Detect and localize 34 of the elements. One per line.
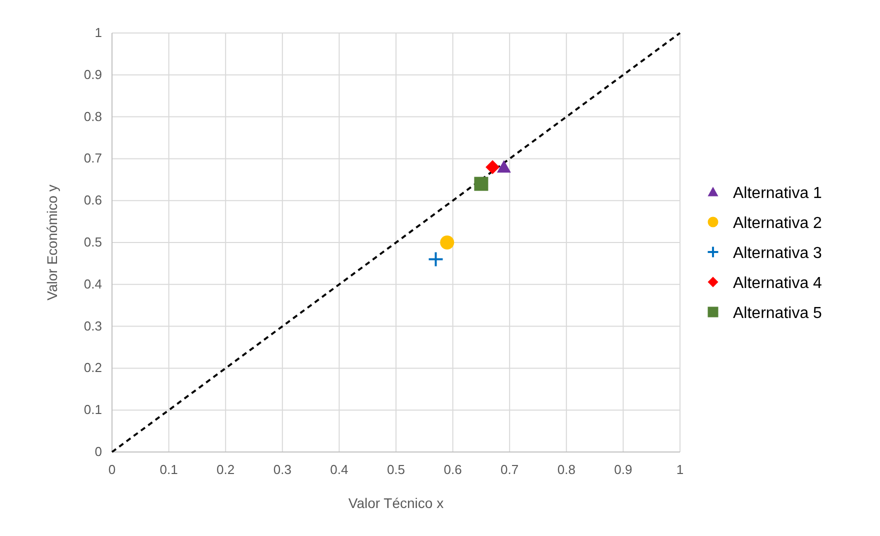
y-tick-label: 0.8 [84, 108, 102, 124]
x-tick-label: 0.9 [614, 462, 632, 477]
point [428, 251, 444, 268]
legend-label: Alternativa 4 [733, 275, 822, 292]
x-tick-label: 0.4 [330, 462, 348, 477]
point [474, 176, 488, 191]
x-tick-label: 1 [676, 462, 684, 477]
y-tick-label: 0 [94, 444, 102, 459]
x-tick-label: 0.7 [500, 462, 519, 477]
x-tick-label: 0.3 [273, 462, 292, 477]
x-tick-label: 0.2 [216, 462, 235, 477]
point [486, 160, 500, 174]
x-tick-label: 0.6 [444, 462, 462, 477]
x-tick-label: 0.1 [160, 462, 178, 477]
point [440, 236, 454, 250]
y-axis-title: Valor Económico y [44, 184, 60, 300]
y-tick-label: 1 [94, 25, 102, 40]
y-tick-label: 0.5 [84, 234, 102, 250]
y-tick-label: 0.4 [84, 276, 102, 292]
x-axis-title: Valor Técnico x [348, 495, 444, 511]
x-tick-label: 0.5 [386, 462, 406, 477]
y-tick-label: 0.7 [84, 150, 102, 166]
y-tick-label: 0.6 [84, 192, 102, 208]
point [496, 160, 511, 173]
legend-label: Alternativa 3 [733, 245, 822, 262]
y-tick-label: 0.2 [84, 360, 102, 376]
y-tick-label: 0.9 [84, 66, 102, 82]
x-tick-label: 0.8 [557, 462, 576, 477]
y-tick-label: 0.3 [84, 318, 102, 334]
legend-label: Alternativa 2 [733, 215, 822, 232]
y-tick-label: 0.1 [84, 402, 102, 418]
x-tick-label: 0 [108, 462, 116, 477]
legend-label: Alternativa 5 [733, 305, 822, 322]
legend-label: Alternativa 1 [733, 185, 822, 202]
